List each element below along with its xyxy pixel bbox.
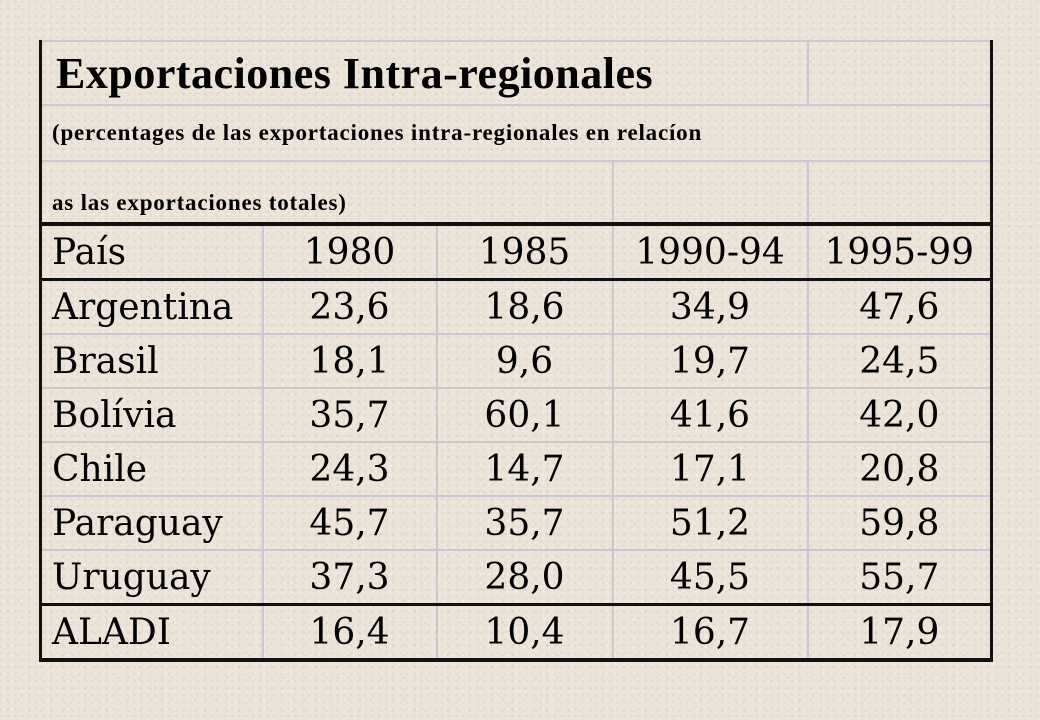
table-subtitle-line2: as las exportaciones totales) [39, 160, 614, 225]
export-table-container: Exportaciones Intra-regionales (percenta… [39, 40, 994, 663]
value-cell: 45,7 [261, 495, 438, 551]
table-row: Argentina 23,6 18,6 34,9 47,6 [39, 278, 993, 335]
country-cell: Brasil [39, 333, 264, 389]
subtitle-empty-cell-1 [611, 160, 809, 225]
table-subtitle-line1: (percentages de las exportaciones intra-… [39, 104, 993, 162]
column-header-1995-99: 1995-99 [806, 222, 993, 281]
total-country-cell: ALADI [39, 603, 264, 662]
value-cell: 37,3 [261, 549, 438, 606]
subtitle-row-2: as las exportaciones totales) [39, 160, 993, 225]
value-cell: 42,0 [806, 387, 993, 443]
value-cell: 47,6 [806, 278, 993, 335]
value-cell: 41,6 [611, 387, 809, 443]
value-cell: 14,7 [435, 441, 614, 497]
table-row: Uruguay 37,3 28,0 45,5 55,7 [39, 549, 993, 606]
value-cell: 60,1 [435, 387, 614, 443]
header-row: País 1980 1985 1990-94 1995-99 [39, 222, 993, 281]
total-value-cell: 10,4 [435, 603, 614, 662]
column-header-1985: 1985 [435, 222, 614, 281]
value-cell: 18,6 [435, 278, 614, 335]
country-cell: Argentina [39, 278, 264, 335]
table-title: Exportaciones Intra-regionales [39, 40, 809, 106]
subtitle-empty-cell-2 [806, 160, 993, 225]
value-cell: 18,1 [261, 333, 438, 389]
country-cell: Uruguay [39, 549, 264, 606]
column-header-1990-94: 1990-94 [611, 222, 809, 281]
table-row: Bolívia 35,7 60,1 41,6 42,0 [39, 387, 993, 443]
value-cell: 51,2 [611, 495, 809, 551]
column-header-country: País [39, 222, 264, 281]
column-header-1980: 1980 [261, 222, 438, 281]
total-value-cell: 16,7 [611, 603, 809, 662]
title-row: Exportaciones Intra-regionales [39, 40, 993, 106]
total-value-cell: 16,4 [261, 603, 438, 662]
title-empty-cell [806, 40, 993, 106]
value-cell: 55,7 [806, 549, 993, 606]
value-cell: 9,6 [435, 333, 614, 389]
value-cell: 23,6 [261, 278, 438, 335]
subtitle-row-1: (percentages de las exportaciones intra-… [39, 104, 993, 162]
total-value-cell: 17,9 [806, 603, 993, 662]
value-cell: 28,0 [435, 549, 614, 606]
country-cell: Paraguay [39, 495, 264, 551]
value-cell: 20,8 [806, 441, 993, 497]
value-cell: 17,1 [611, 441, 809, 497]
value-cell: 34,9 [611, 278, 809, 335]
value-cell: 45,5 [611, 549, 809, 606]
value-cell: 24,3 [261, 441, 438, 497]
total-row: ALADI 16,4 10,4 16,7 17,9 [39, 603, 993, 662]
exports-table: Exportaciones Intra-regionales (percenta… [39, 40, 994, 662]
table-row: Brasil 18,1 9,6 19,7 24,5 [39, 333, 993, 389]
value-cell: 35,7 [435, 495, 614, 551]
country-cell: Bolívia [39, 387, 264, 443]
value-cell: 59,8 [806, 495, 993, 551]
country-cell: Chile [39, 441, 264, 497]
value-cell: 19,7 [611, 333, 809, 389]
table-row: Paraguay 45,7 35,7 51,2 59,8 [39, 495, 993, 551]
value-cell: 35,7 [261, 387, 438, 443]
table-row: Chile 24,3 14,7 17,1 20,8 [39, 441, 993, 497]
value-cell: 24,5 [806, 333, 993, 389]
